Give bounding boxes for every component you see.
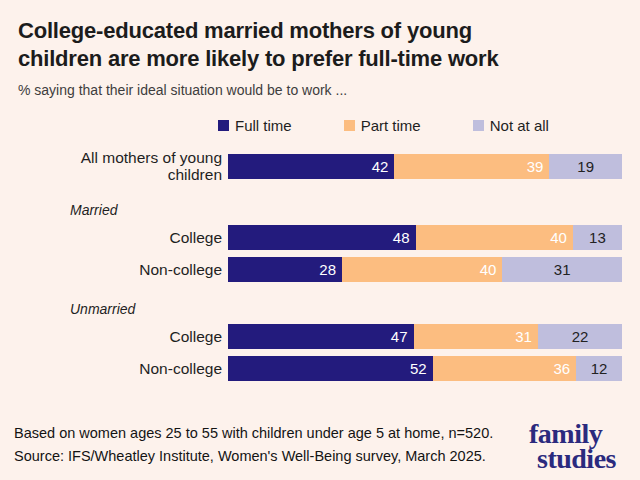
- segment-value: 47: [391, 328, 408, 345]
- page-title: College-educated married mothers of youn…: [0, 0, 640, 73]
- legend-swatch-not-at-all: [473, 120, 484, 131]
- chart-footer: Based on women ages 25 to 55 with childr…: [14, 422, 493, 468]
- segment-value: 42: [372, 158, 389, 175]
- bar-segment-part-time: 40: [342, 257, 502, 282]
- legend-swatch-part-time: [344, 120, 355, 131]
- bar-segment-full-time: 48: [228, 225, 416, 250]
- segment-value: 36: [553, 360, 570, 377]
- segment-value: 31: [554, 261, 571, 278]
- stacked-bar: 42 39 19: [228, 154, 622, 179]
- bar-segment-not-at-all: 12: [576, 356, 622, 381]
- row-label: All mothers of young children: [0, 149, 228, 183]
- bar-segment-full-time: 42: [228, 154, 394, 179]
- bar-segment-part-time: 31: [414, 324, 538, 349]
- stacked-bar: 52 36 12: [228, 356, 622, 381]
- stacked-bar: 47 31 22: [228, 324, 622, 349]
- section-label-married: Married: [70, 202, 640, 218]
- segment-value: 52: [410, 360, 427, 377]
- title-line-1: College-educated married mothers of youn…: [18, 18, 472, 43]
- segment-value: 40: [550, 229, 567, 246]
- row-label: College: [0, 229, 228, 246]
- section-label-unmarried: Unmarried: [70, 301, 640, 317]
- row-label: Non-college: [0, 261, 228, 278]
- bar-segment-part-time: 36: [433, 356, 577, 381]
- bar-row: College 48 40 13: [0, 225, 640, 250]
- bar-row: All mothers of young children 42 39 19: [0, 149, 640, 183]
- bar-row: College 47 31 22: [0, 324, 640, 349]
- row-label: Non-college: [0, 360, 228, 377]
- legend-item-part-time: Part time: [344, 117, 421, 134]
- legend-label: Part time: [361, 117, 421, 134]
- legend-label: Full time: [235, 117, 292, 134]
- segment-value: 28: [319, 261, 336, 278]
- stacked-bar-chart: All mothers of young children 42 39 19 Marri…: [0, 149, 640, 381]
- segment-value: 13: [589, 229, 606, 246]
- legend-label: Not at all: [490, 117, 549, 134]
- legend-item-full-time: Full time: [218, 117, 292, 134]
- segment-value: 22: [572, 328, 589, 345]
- segment-value: 31: [515, 328, 532, 345]
- segment-value: 40: [480, 261, 497, 278]
- row-label: College: [0, 328, 228, 345]
- bar-segment-part-time: 40: [416, 225, 573, 250]
- legend-swatch-full-time: [218, 120, 229, 131]
- legend-item-not-at-all: Not at all: [473, 117, 549, 134]
- segment-value: 12: [591, 360, 608, 377]
- bar-row: Non-college 28 40 31: [0, 257, 640, 282]
- source-note: Source: IFS/Wheatley Institute, Women's …: [14, 445, 493, 468]
- chart-legend: Full time Part time Not at all: [218, 117, 640, 133]
- bar-segment-full-time: 28: [228, 257, 342, 282]
- chart-subtitle: % saying that their ideal situation woul…: [0, 73, 640, 98]
- title-line-2: children are more likely to prefer full-…: [18, 46, 498, 71]
- bar-segment-full-time: 52: [228, 356, 433, 381]
- bar-segment-not-at-all: 31: [502, 257, 622, 282]
- bar-row: Non-college 52 36 12: [0, 356, 640, 381]
- segment-value: 19: [577, 158, 594, 175]
- segment-value: 48: [393, 229, 410, 246]
- bar-segment-not-at-all: 22: [538, 324, 622, 349]
- bar-segment-part-time: 39: [394, 154, 549, 179]
- stacked-bar: 48 40 13: [228, 225, 622, 250]
- stacked-bar: 28 40 31: [228, 257, 622, 282]
- family-studies-logo: family studies: [529, 421, 616, 471]
- bar-segment-not-at-all: 19: [549, 154, 622, 179]
- bar-segment-not-at-all: 13: [573, 225, 622, 250]
- logo-word-studies: studies: [537, 446, 616, 471]
- bar-segment-full-time: 47: [228, 324, 414, 349]
- footnote: Based on women ages 25 to 55 with childr…: [14, 422, 493, 445]
- infographic: College-educated married mothers of youn…: [0, 0, 640, 480]
- segment-value: 39: [527, 158, 544, 175]
